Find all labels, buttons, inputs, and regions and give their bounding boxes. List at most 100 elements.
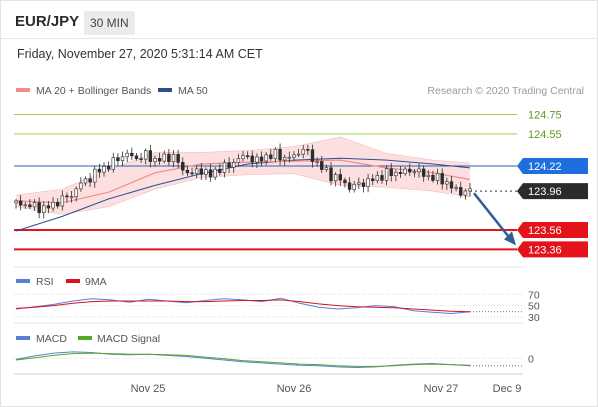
candle: [185, 166, 190, 177]
candle-body-down: [116, 157, 120, 162]
candle-body-down: [97, 168, 102, 173]
candle-body-down: [18, 200, 23, 206]
candle-body-down: [134, 155, 139, 159]
candle: [264, 152, 268, 166]
candle: [412, 169, 417, 178]
candle: [371, 174, 375, 186]
candle: [88, 173, 92, 187]
widget-header: EUR/JPY 30 MIN: [1, 1, 598, 39]
candle: [403, 167, 407, 176]
candle-body-down: [148, 150, 153, 162]
candle: [139, 152, 143, 163]
candle-body-down: [65, 195, 69, 198]
candle: [125, 149, 129, 163]
candle: [46, 200, 51, 214]
candle: [176, 149, 180, 169]
candle-body-up: [445, 181, 449, 185]
candle: [287, 151, 292, 163]
candle-body-up: [264, 154, 268, 162]
candle-body-down: [28, 204, 32, 208]
candle-body-down: [380, 175, 384, 181]
candle: [60, 190, 65, 211]
candle-body-down: [398, 171, 403, 174]
candle-body-down: [329, 167, 333, 182]
ma20-legend-label: MA 20 + Bollinger Bands: [36, 85, 151, 97]
candle: [120, 151, 125, 167]
candle: [463, 188, 468, 200]
level-label-resistance: 124.75: [528, 110, 562, 122]
candle: [398, 166, 403, 178]
candle-body-up: [111, 157, 115, 170]
candle: [83, 176, 88, 187]
candle-body-up: [296, 153, 301, 156]
candle: [306, 144, 310, 156]
candle-body-down: [431, 174, 435, 181]
candle: [333, 172, 338, 187]
candle: [357, 177, 361, 189]
candle-body-up: [120, 156, 125, 162]
candle-body-up: [324, 167, 329, 170]
indicator-series-1: [15, 299, 471, 313]
indicator-level-label: 70: [528, 289, 540, 301]
x-tick-label: Nov 26: [277, 383, 312, 395]
candle-body-up: [83, 178, 88, 184]
candle: [97, 163, 102, 178]
candle-body-down: [190, 172, 194, 175]
candle: [111, 152, 115, 173]
candle-body-down: [278, 148, 282, 161]
candle: [421, 165, 426, 182]
ma20-legend-swatch: [16, 88, 30, 92]
candle: [301, 145, 305, 159]
candle: [14, 198, 18, 209]
candle: [380, 170, 384, 184]
candle: [18, 195, 23, 211]
candle-body-down: [245, 155, 250, 157]
candle-body-up: [333, 174, 338, 182]
candle-body-down: [130, 152, 134, 157]
candle-body-down: [338, 174, 342, 181]
macd-plot: 0: [14, 351, 534, 369]
candle-body-down: [157, 158, 162, 162]
candle: [426, 170, 431, 181]
candle: [241, 150, 245, 162]
candle-body-up: [315, 161, 319, 163]
candle-body-up: [204, 169, 208, 175]
candle-body-up: [282, 157, 287, 161]
candle-body-up: [162, 153, 166, 162]
price-plot: 124.75 124.55 124.22 123.96 123.56 123.36: [14, 110, 588, 258]
rsi-ma-legend-swatch: [66, 279, 80, 283]
candle: [259, 151, 264, 167]
candle-body-up: [102, 166, 106, 173]
candle: [343, 177, 347, 188]
ma50-legend-swatch: [158, 88, 172, 92]
candle: [352, 180, 356, 193]
candle: [440, 168, 444, 190]
candle-body-up: [171, 154, 176, 163]
candle-body-up: [454, 187, 458, 189]
timeframe-button[interactable]: 30 MIN: [84, 11, 135, 35]
candle-body-up: [412, 171, 417, 174]
candle: [213, 166, 217, 181]
ma50-line: [15, 157, 471, 232]
candle-body-down: [449, 181, 454, 189]
macd-legend: MACD MACD Signal: [16, 333, 160, 345]
candle: [157, 152, 162, 165]
candle-body-up: [357, 182, 361, 185]
indicator-series-0: [15, 351, 471, 369]
candle-body-up: [292, 154, 296, 158]
candle: [250, 150, 254, 168]
candle: [79, 177, 83, 192]
candle-body-down: [106, 166, 111, 170]
main-legend: MA 20 + Bollinger Bands MA 50 Research ©…: [16, 85, 584, 97]
candle-body-down: [199, 168, 204, 175]
macd-legend-label: MACD: [36, 333, 67, 345]
candle: [167, 148, 171, 166]
rsi-ma-legend-label: 9MA: [85, 276, 107, 288]
candle: [310, 144, 315, 168]
candle-body-down: [176, 154, 180, 163]
candle: [130, 147, 134, 160]
candle-body-up: [222, 162, 227, 173]
level-label-support: 123.36: [528, 244, 562, 256]
candle: [389, 163, 393, 182]
macd-signal-legend-label: MACD Signal: [97, 333, 160, 345]
